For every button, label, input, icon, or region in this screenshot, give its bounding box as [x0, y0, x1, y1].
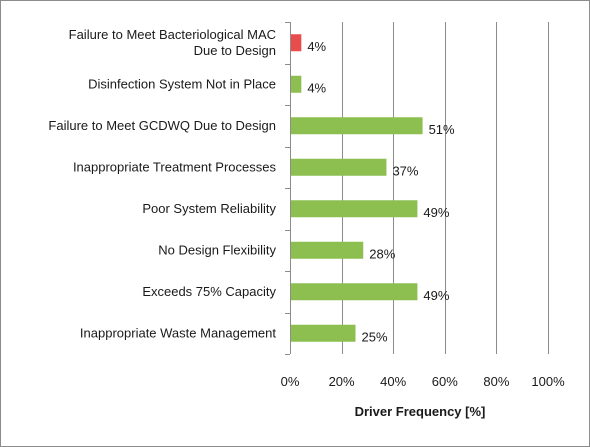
category-label: Due to Design [194, 43, 276, 58]
x-axis-title: Driver Frequency [%] [355, 404, 486, 419]
data-label: 49% [423, 205, 449, 220]
bar [291, 75, 302, 93]
category-label: Exceeds 75% Capacity [142, 284, 276, 299]
data-label: 25% [362, 329, 388, 344]
data-label: 49% [423, 288, 449, 303]
x-tick-label: 80% [483, 374, 509, 389]
category-label: Inappropriate Waste Management [80, 325, 276, 340]
x-tick-label: 60% [432, 374, 458, 389]
x-tick-label: 40% [380, 374, 406, 389]
data-labels: 4% 4% 51% 37% 49% 28% 49% 25% [307, 39, 455, 345]
category-label: Failure to Meet GCDWQ Due to Design [48, 118, 276, 133]
bar [291, 158, 387, 176]
data-label: 4% [307, 39, 326, 54]
x-tick-label: 0% [281, 374, 300, 389]
bar [291, 241, 364, 259]
bar [291, 283, 418, 301]
x-tick-labels: 0% 20% 40% 60% 80% 100% [281, 374, 565, 389]
x-tick-label: 100% [531, 374, 565, 389]
data-label: 51% [429, 122, 455, 137]
data-label: 37% [392, 163, 418, 178]
bar [291, 34, 302, 52]
category-label: No Design Flexibility [158, 242, 276, 257]
bar [291, 324, 356, 342]
bars [291, 34, 423, 342]
data-label: 4% [307, 80, 326, 95]
x-tick-label: 20% [329, 374, 355, 389]
category-label: Inappropriate Treatment Processes [73, 159, 277, 174]
bar [291, 117, 423, 135]
category-label: Failure to Meet Bacteriological MAC [69, 27, 276, 42]
category-label: Poor System Reliability [142, 201, 276, 216]
category-label: Disinfection System Not in Place [88, 76, 276, 91]
data-label: 28% [369, 246, 395, 261]
gridlines [285, 22, 549, 355]
bar [291, 200, 418, 218]
